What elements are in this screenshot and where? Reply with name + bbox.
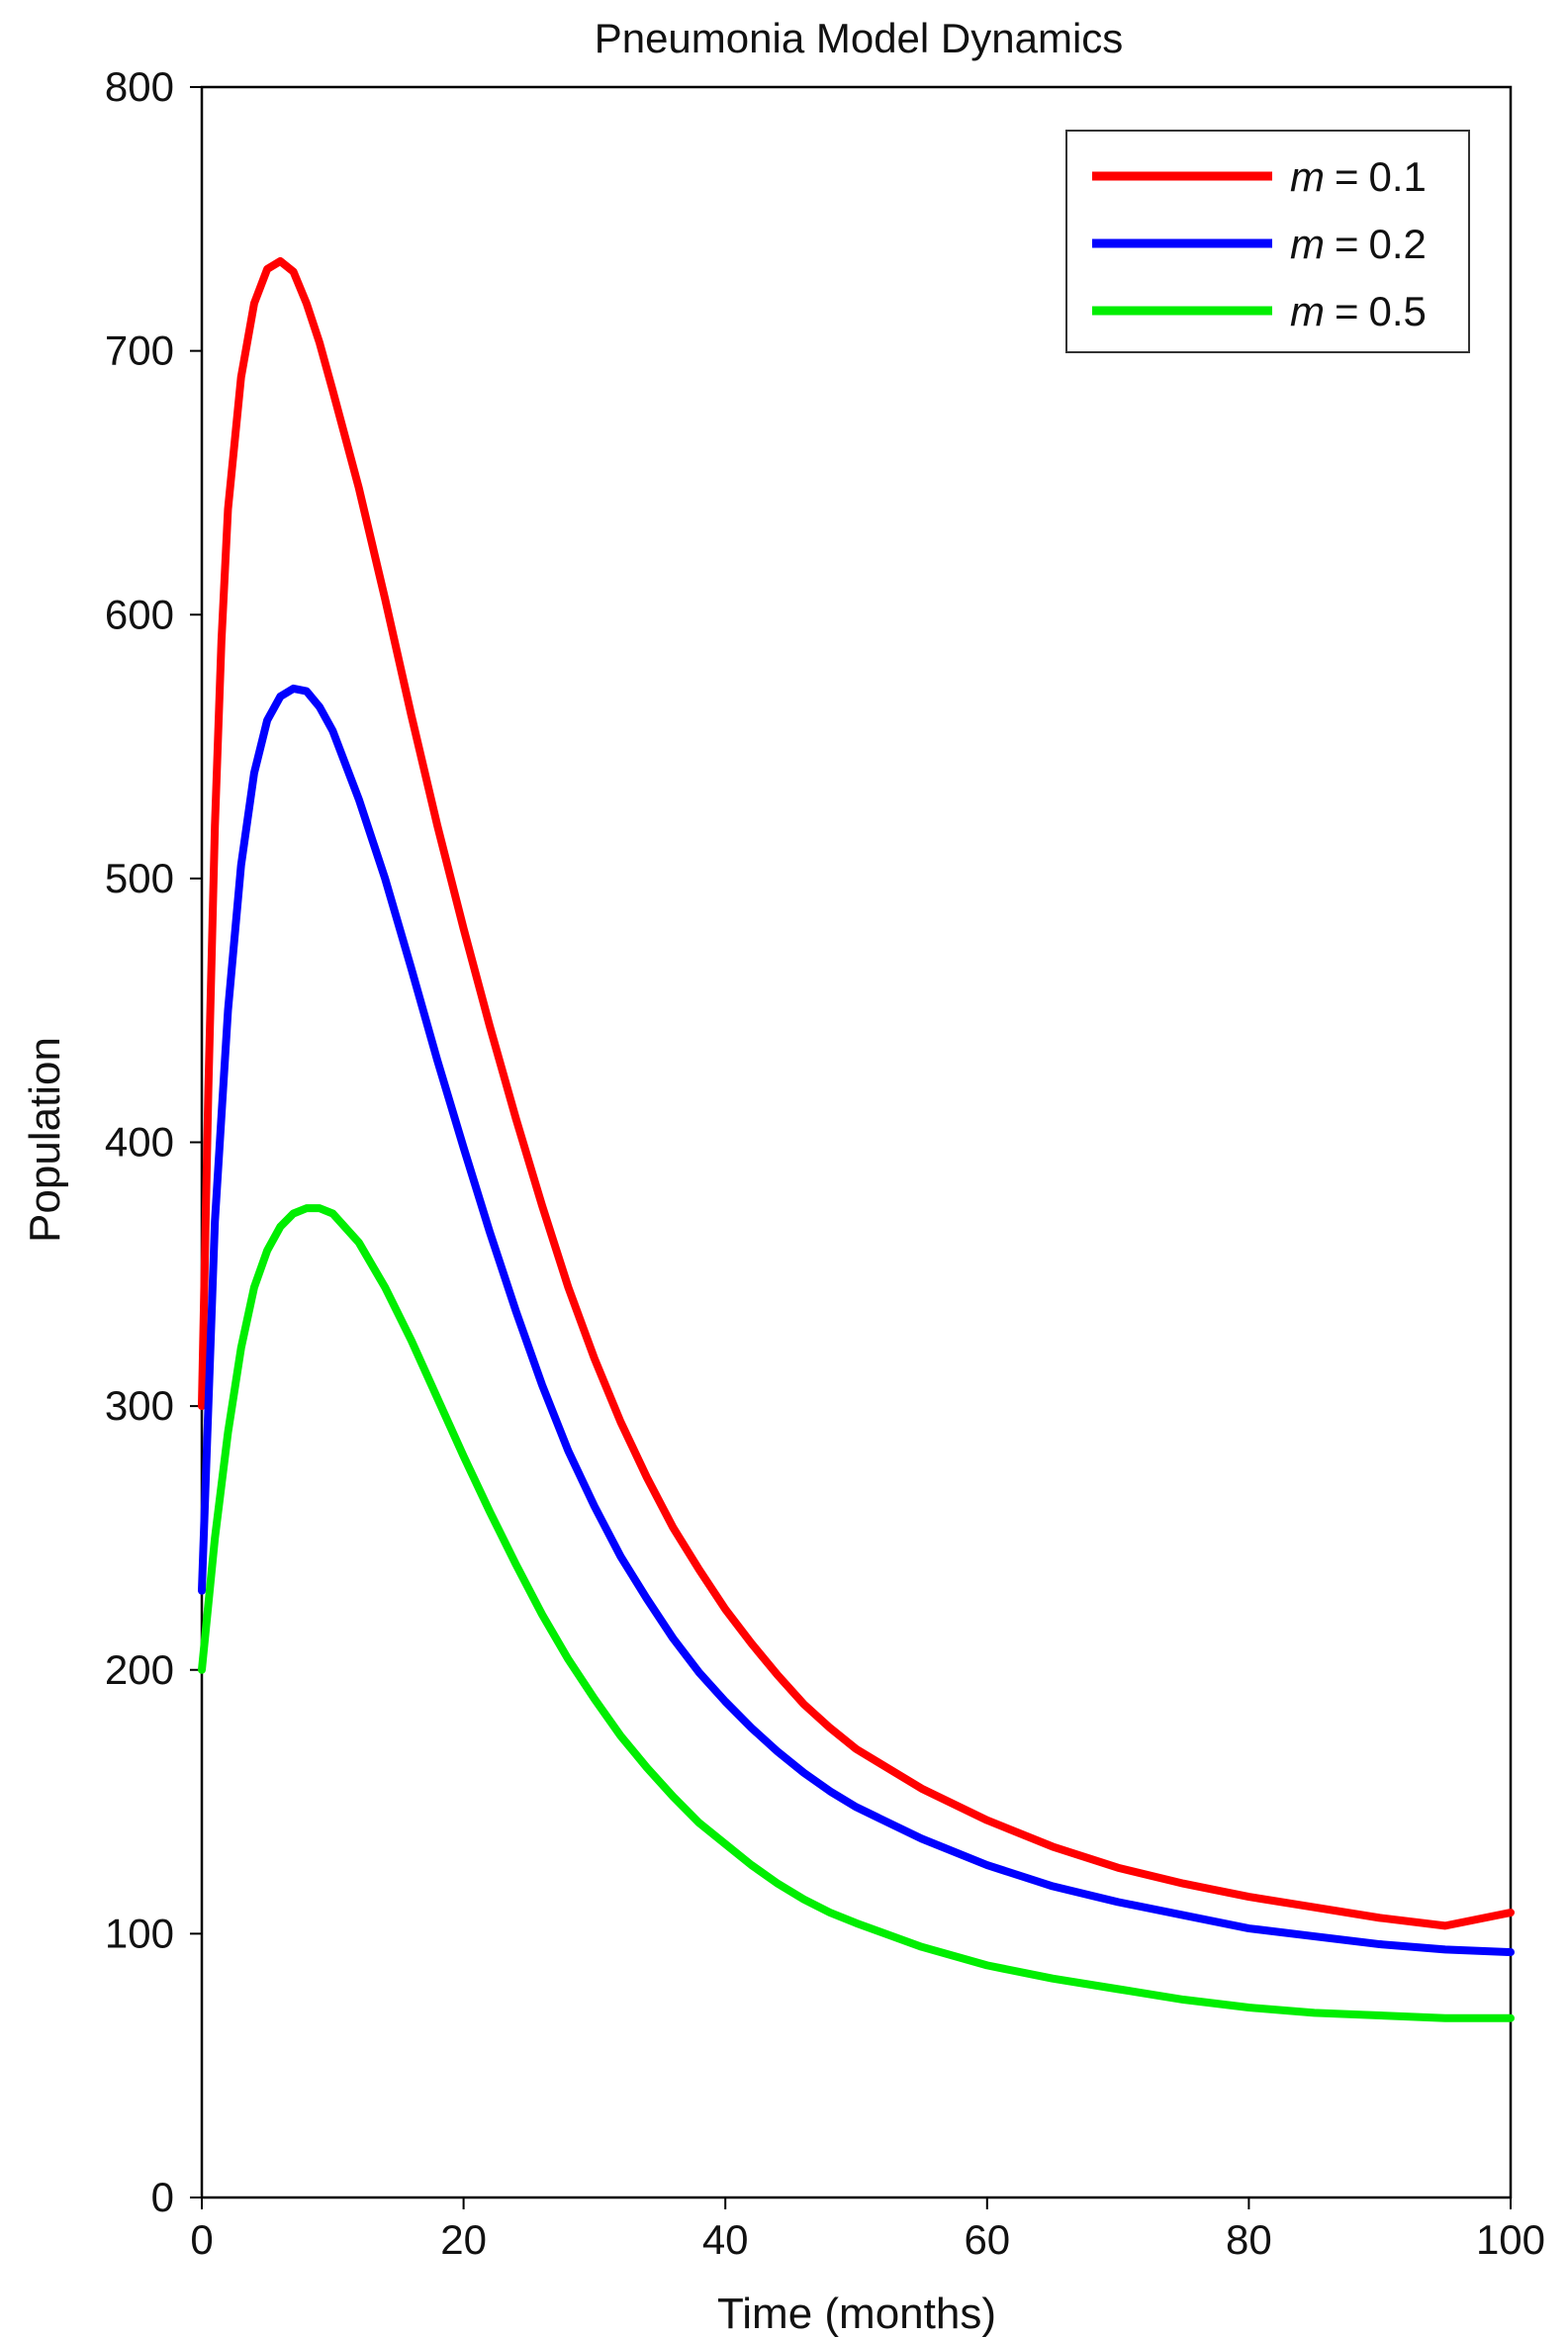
- x-tick-label: 80: [1226, 2216, 1272, 2263]
- legend-equals: =: [1335, 288, 1359, 334]
- y-tick-label: 700: [105, 327, 174, 374]
- y-tick-label: 100: [105, 1910, 174, 1956]
- y-tick-label: 400: [105, 1119, 174, 1166]
- x-axis-label: Time (months): [717, 2290, 996, 2337]
- series-line-3: [198, 1204, 1515, 2022]
- legend-label-3: m = 0.5: [1290, 288, 1427, 334]
- y-tick-label: 300: [105, 1382, 174, 1429]
- legend-param: 0.2: [1369, 221, 1427, 267]
- x-tick-label: 60: [964, 2216, 1010, 2263]
- legend-variable: m: [1290, 221, 1325, 267]
- legend-items: m = 0.1m = 0.2m = 0.5: [1092, 153, 1427, 334]
- x-tick-label: 40: [702, 2216, 749, 2263]
- x-tick-label: 0: [190, 2216, 213, 2263]
- chart-title: Pneumonia Model Dynamics: [595, 15, 1124, 61]
- legend-param: 0.5: [1369, 288, 1427, 334]
- y-tick-label: 200: [105, 1646, 174, 1693]
- series-lines: [198, 256, 1515, 2022]
- x-tick-label: 20: [440, 2216, 487, 2263]
- y-axis-label: Population: [21, 1037, 69, 1243]
- y-tick-label: 500: [105, 855, 174, 901]
- legend-equals: =: [1335, 153, 1359, 200]
- legend-variable: m: [1290, 153, 1325, 200]
- x-tick-label: 100: [1476, 2216, 1545, 2263]
- y-tick-label: 800: [105, 63, 174, 110]
- series-line-1: [198, 256, 1515, 1930]
- legend-label-1: m = 0.1: [1290, 153, 1427, 200]
- axis-ticks: 0 20 40 60 80 100 0 100 200 300 400 500 600 700 800: [105, 63, 1545, 2263]
- legend-param: 0.1: [1369, 153, 1427, 200]
- y-tick-label: 600: [105, 591, 174, 637]
- legend-variable: m: [1290, 288, 1325, 334]
- legend: m = 0.1m = 0.2m = 0.5: [1065, 130, 1470, 353]
- legend-label-2: m = 0.2: [1290, 221, 1427, 267]
- legend-equals: =: [1335, 221, 1359, 267]
- y-tick-label: 0: [151, 2174, 174, 2220]
- series-line-2: [198, 684, 1515, 1957]
